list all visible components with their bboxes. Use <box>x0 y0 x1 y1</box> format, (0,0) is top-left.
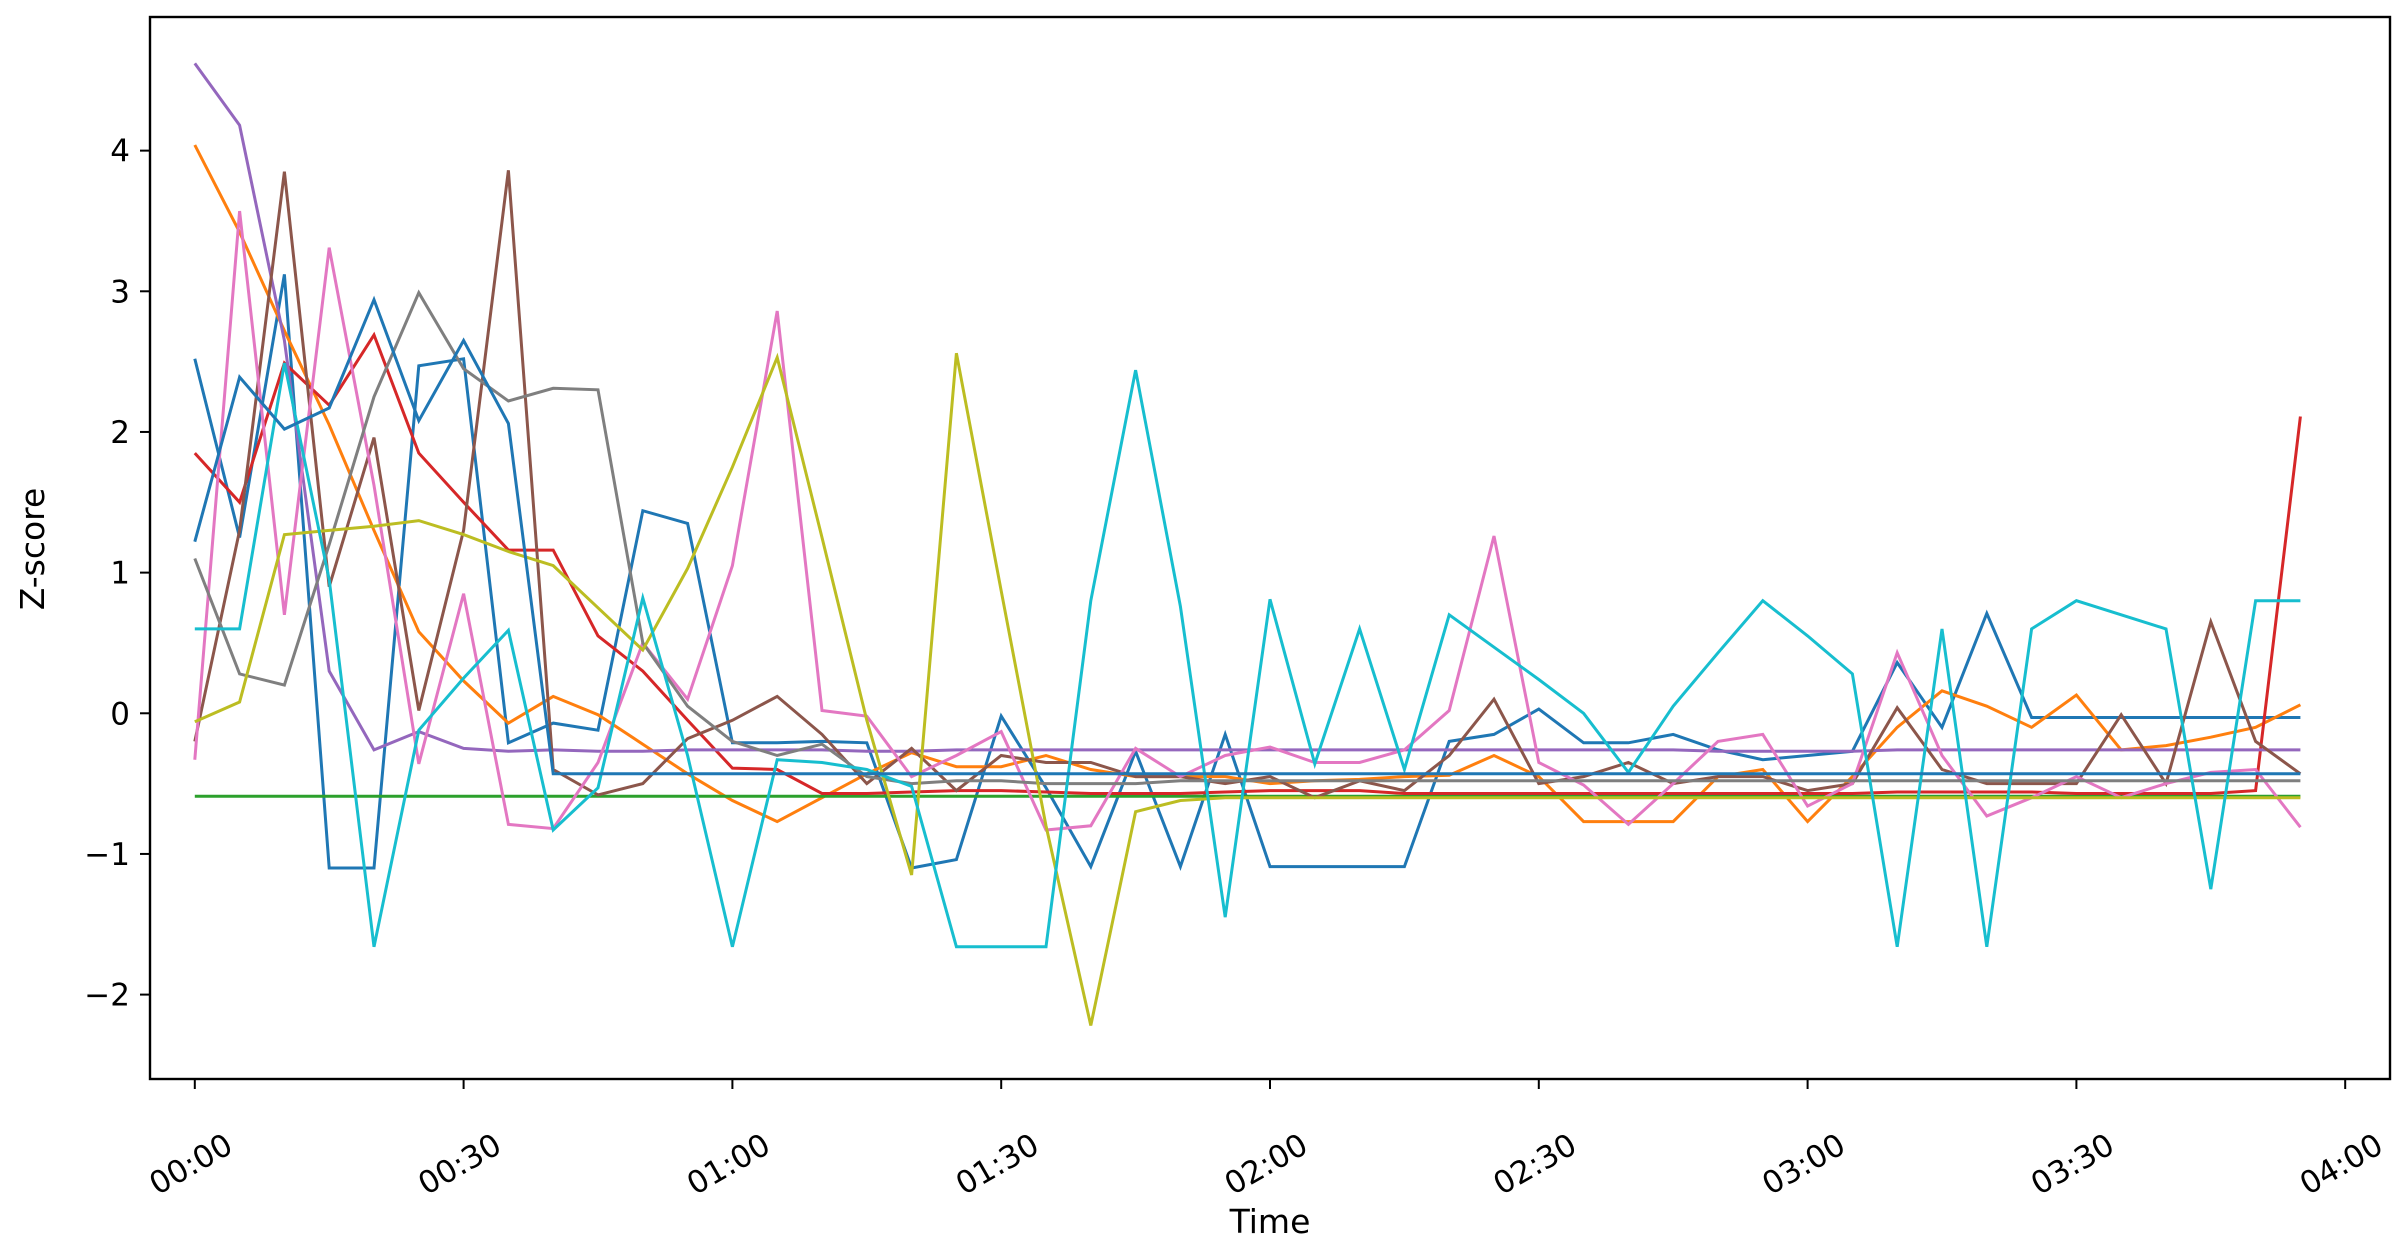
x-tick-label: 00:30 <box>412 1127 507 1203</box>
x-tick-label: 02:30 <box>1487 1127 1582 1203</box>
y-tick-label: 0 <box>110 696 130 732</box>
x-tick-label: 03:00 <box>1756 1127 1851 1203</box>
series-line-9 <box>194 352 2301 1026</box>
series-line-11 <box>193 295 2301 776</box>
x-tick-label: 01:00 <box>681 1127 776 1203</box>
y-tick-label: 3 <box>110 274 130 310</box>
series-line-7 <box>193 210 2302 832</box>
y-axis-title: Z-score <box>13 488 52 611</box>
plot-frame <box>148 15 2392 1081</box>
x-tick-label: 00:00 <box>143 1127 238 1203</box>
series-layer <box>193 62 2302 1026</box>
x-tick-label: 01:30 <box>950 1127 1045 1203</box>
x-tick-label: 04:00 <box>2294 1127 2389 1203</box>
series-line-10 <box>194 362 2301 949</box>
series-line-8 <box>193 289 2301 786</box>
series-line-2 <box>193 144 2302 824</box>
x-tick-label: 02:00 <box>1219 1127 1314 1203</box>
y-tick-label: −1 <box>84 837 130 873</box>
y-tick-label: −2 <box>84 978 130 1014</box>
x-axis-title: Time <box>1229 1202 1311 1241</box>
series-line-4 <box>193 331 2302 795</box>
series-line-6 <box>193 170 2302 800</box>
series-line-5 <box>193 62 2301 753</box>
y-tick-label: 4 <box>110 134 130 170</box>
y-tick-label: 2 <box>110 415 130 451</box>
y-tick-label: 1 <box>110 556 130 592</box>
x-tick-label: 03:30 <box>2025 1127 2120 1203</box>
